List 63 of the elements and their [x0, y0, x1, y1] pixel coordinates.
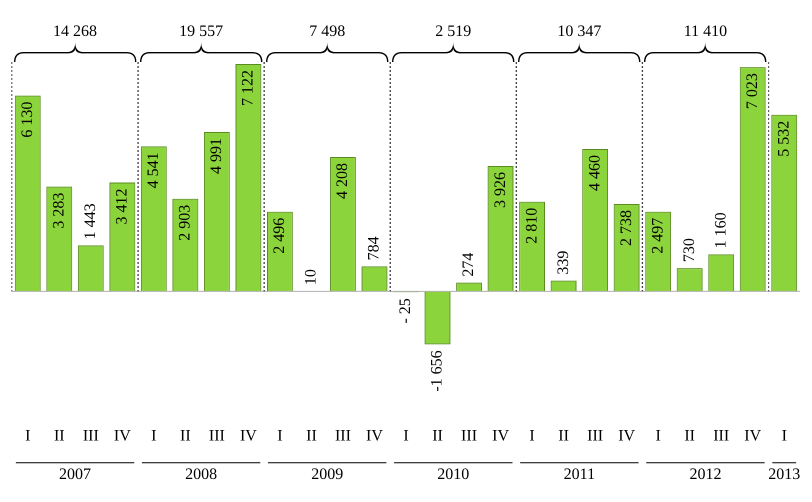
x-tick-label: IV: [240, 428, 258, 445]
data-label: 6 130: [18, 102, 36, 138]
text: 10 347: [557, 23, 602, 40]
data-label: 2 496: [271, 218, 288, 254]
x-tick-label: II: [558, 428, 569, 445]
data-label: 730: [680, 238, 698, 262]
x-tick-label: III: [587, 428, 604, 445]
text: 2 519: [435, 23, 472, 40]
x-tick-label: IV: [744, 428, 762, 445]
x-tick-label: III: [82, 428, 99, 445]
x-tick-label: III: [713, 428, 730, 445]
x-tick-label: I: [529, 428, 535, 445]
text: 2013: [768, 466, 800, 484]
data-label: 1 443: [82, 203, 100, 240]
x-tick-label: I: [655, 428, 661, 445]
data-label: 339: [554, 250, 572, 275]
x-tick-label: I: [782, 428, 787, 445]
data-label: 7 023: [744, 73, 761, 110]
text: 14 268: [53, 23, 98, 40]
x-tick-label: III: [334, 428, 351, 445]
text: 2009: [311, 466, 344, 484]
x-tick-label: I: [403, 428, 409, 445]
data-label: 3 926: [492, 172, 509, 208]
data-label: 4 541: [145, 152, 162, 188]
x-tick-label: IV: [366, 428, 384, 445]
data-label: 5 532: [775, 120, 792, 157]
data-label: 4 460: [586, 155, 604, 192]
text: 7 498: [309, 23, 346, 40]
data-label: 2 903: [176, 204, 194, 241]
text: 11 410: [684, 23, 728, 40]
data-label: 7 122: [240, 70, 257, 106]
x-tick-label: IV: [114, 428, 132, 445]
data-label: 3 283: [50, 192, 68, 229]
x-tick-label: II: [306, 428, 317, 445]
data-label: -1 656: [428, 350, 446, 392]
data-label: 2 738: [618, 210, 635, 246]
data-label: 2 497: [649, 218, 666, 254]
data-label: 274: [460, 252, 478, 277]
x-tick-label: I: [277, 428, 283, 445]
data-label: 784: [366, 236, 383, 260]
x-tick-label: II: [180, 428, 191, 445]
x-tick-label: II: [432, 428, 443, 445]
data-label: 2 810: [523, 208, 540, 244]
x-tick-label: IV: [492, 428, 510, 445]
x-tick-label: IV: [618, 428, 636, 445]
data-label: - 25: [397, 298, 414, 324]
x-tick-label: II: [684, 428, 696, 445]
data-label: 4 208: [334, 163, 352, 200]
data-label: 1 160: [712, 212, 730, 248]
text: 2011: [564, 466, 596, 484]
text: 2007: [59, 466, 92, 484]
text: 19 557: [179, 23, 224, 40]
data-label: 4 991: [208, 138, 226, 174]
text: 2010: [437, 466, 470, 484]
x-tick-label: III: [208, 428, 225, 445]
x-tick-label: III: [461, 428, 478, 445]
data-label: 10: [302, 269, 320, 286]
data-label: 3 412: [114, 188, 131, 224]
x-tick-label: II: [54, 428, 65, 445]
text: 2012: [689, 466, 722, 484]
x-tick-label: I: [25, 428, 30, 445]
x-tick-label: I: [151, 428, 157, 445]
text: 2008: [185, 466, 218, 484]
